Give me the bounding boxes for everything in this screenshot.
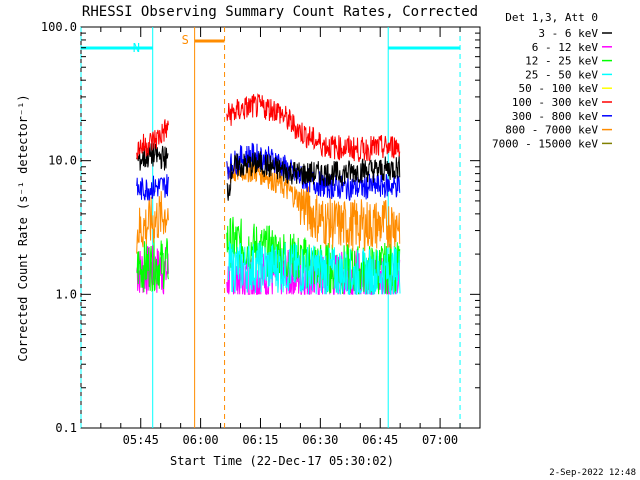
legend-entry-label: 12 - 25 keV <box>525 55 598 68</box>
x-tick-label: 05:45 <box>123 433 159 447</box>
saa-label: S <box>182 33 189 47</box>
y-tick-label: 100.0 <box>41 20 77 34</box>
x-axis-label: Start Time (22-Dec-17 05:30:02) <box>170 454 394 468</box>
legend-header: Det 1,3, Att 0 <box>505 11 598 24</box>
legend-entry-label: 25 - 50 keV <box>525 68 598 81</box>
markers-layer: NS <box>80 27 461 428</box>
axes-layer: 0.1 1.0 10.0 100.0 05:45 06:00 06:15 06:30 06:45… <box>41 20 481 447</box>
y-tick-label: 10.0 <box>48 154 77 168</box>
y-axis-label: Corrected Count Rate (s⁻¹ detector⁻¹) <box>16 94 30 361</box>
x-tick-label: 06:45 <box>362 433 398 447</box>
legend-entry-label: 6 - 12 keV <box>532 41 599 54</box>
night-label: N <box>133 41 140 55</box>
series-layer <box>136 93 401 296</box>
y-tick-label: 1.0 <box>55 287 77 301</box>
x-tick-label: 07:00 <box>422 433 458 447</box>
legend-entry-label: 7000 - 15000 keV <box>492 137 598 150</box>
chart-title: RHESSI Observing Summary Count Rates, Co… <box>82 4 478 20</box>
legend-entry-label: 300 - 800 keV <box>512 110 598 123</box>
x-tick-label: 06:15 <box>242 433 278 447</box>
series-line <box>228 241 401 295</box>
date-stamp: 2-Sep-2022 12:48 <box>549 468 636 478</box>
x-tick-label: 06:00 <box>183 433 219 447</box>
series-3 <box>228 241 401 295</box>
y-tick-label: 0.1 <box>55 421 77 435</box>
series-line <box>136 93 401 163</box>
legend-entry-label: 3 - 6 keV <box>538 27 598 40</box>
legend-entry-label: 50 - 100 keV <box>519 82 599 95</box>
legend-entry-label: 100 - 300 keV <box>512 96 598 109</box>
series-5 <box>136 93 401 163</box>
x-tick-label: 06:30 <box>302 433 338 447</box>
legend-entry-label: 800 - 7000 keV <box>505 124 598 137</box>
